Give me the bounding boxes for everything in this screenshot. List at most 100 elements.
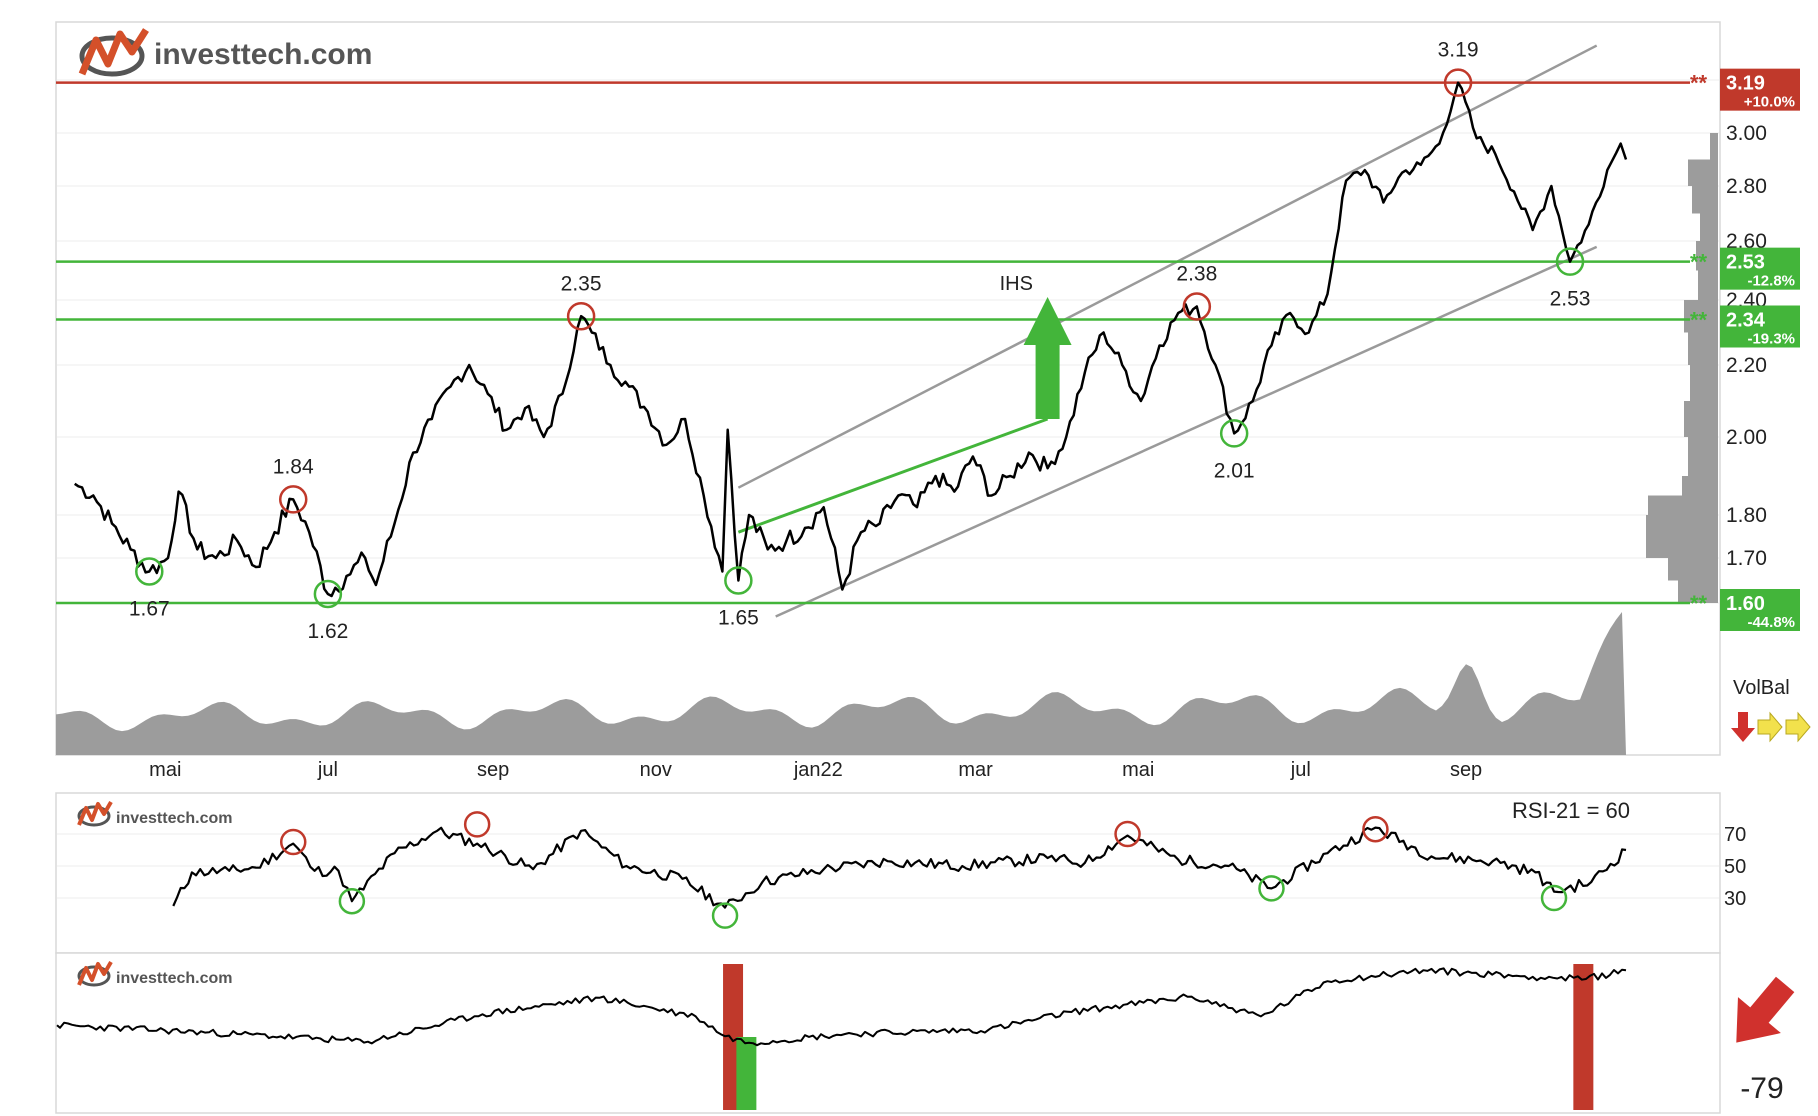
price-y-tick-label: 2.20 bbox=[1726, 354, 1767, 377]
volume-profile-bar bbox=[1684, 300, 1718, 333]
arrow-down-red-icon bbox=[1731, 712, 1755, 742]
volume-profile-bar bbox=[1710, 133, 1718, 160]
price-y-tick-label: 2.80 bbox=[1726, 175, 1767, 198]
volume-profile-bar bbox=[1688, 159, 1718, 186]
bottom-marker bbox=[1219, 419, 1249, 448]
level-percent-label: -12.8% bbox=[1747, 273, 1795, 290]
x-tick-label: jul bbox=[1290, 759, 1311, 781]
top-marker bbox=[566, 302, 596, 331]
bottom-marker bbox=[135, 557, 164, 586]
insider-buy-bar bbox=[736, 1037, 757, 1110]
support-label-box bbox=[1720, 305, 1800, 348]
insider-sell-bar bbox=[1573, 964, 1594, 1110]
logo-chart-icon bbox=[77, 800, 113, 826]
bottom-label: 1.67 bbox=[129, 598, 170, 621]
volume-area bbox=[56, 611, 1626, 755]
price-y-tick-label: 3.00 bbox=[1726, 122, 1767, 145]
volume-profile-bar bbox=[1688, 332, 1718, 365]
bottom-label: 2.01 bbox=[1214, 459, 1255, 482]
price-y-tick-label: 2.60 bbox=[1726, 230, 1767, 253]
logo-chart-icon bbox=[77, 960, 113, 986]
volume-profile-bar bbox=[1690, 365, 1718, 401]
x-tick-label: sep bbox=[1450, 759, 1482, 781]
logo-eye-icon bbox=[77, 965, 111, 987]
bottom-marker bbox=[313, 579, 343, 609]
x-tick-label: mai bbox=[149, 759, 181, 781]
top-label: 3.19 bbox=[1438, 39, 1479, 62]
volume-profile-bar bbox=[1700, 213, 1718, 241]
level-price-label: 3.19 bbox=[1726, 73, 1765, 95]
support-marker: ** bbox=[1690, 250, 1708, 275]
price-y-tick-label: 2.00 bbox=[1726, 426, 1767, 449]
level-price-label: 1.60 bbox=[1726, 593, 1765, 615]
rsi-bottom-marker bbox=[338, 887, 366, 915]
pattern-label: IHS bbox=[1000, 273, 1033, 295]
top-label: 2.35 bbox=[561, 272, 602, 295]
insider-panel-frame bbox=[55, 952, 1721, 1114]
level-price-label: 2.53 bbox=[1726, 252, 1765, 274]
rsi-top-marker bbox=[463, 811, 491, 838]
top-marker bbox=[1443, 68, 1473, 97]
trend-channel-upper bbox=[737, 44, 1598, 489]
volbal-arrows bbox=[1731, 711, 1811, 743]
ihs-neckline bbox=[737, 417, 1049, 534]
rsi-top-marker bbox=[1362, 815, 1389, 843]
volume-profile-bar bbox=[1698, 270, 1718, 300]
volume-profile-bar bbox=[1678, 558, 1718, 603]
rsi-title: RSI-21 = 60 bbox=[1512, 798, 1630, 823]
top-marker bbox=[278, 485, 308, 514]
volume-profile-bar bbox=[1696, 241, 1718, 271]
level-percent-label: -19.3% bbox=[1747, 331, 1795, 348]
rsi-panel: 70 50 30 bbox=[57, 811, 1746, 929]
x-tick-label: jul bbox=[317, 759, 338, 781]
top-label: 2.38 bbox=[1176, 263, 1217, 286]
trend-channel-lower bbox=[775, 245, 1598, 618]
rsi-bottom-marker bbox=[1258, 875, 1285, 902]
bottom-label: 2.53 bbox=[1550, 288, 1591, 311]
x-tick-label: nov bbox=[640, 759, 672, 781]
rsi-logo: investtech.com bbox=[77, 800, 232, 827]
volume-profile-bar bbox=[1692, 186, 1718, 214]
volume-profile-bar bbox=[1688, 437, 1718, 476]
logo-text: investtech.com bbox=[116, 970, 232, 987]
rsi-bottom-marker bbox=[711, 902, 739, 929]
bottom-marker bbox=[724, 566, 753, 595]
x-tick-label: sep bbox=[477, 759, 509, 781]
logo-eye-icon bbox=[77, 805, 111, 827]
logo-text: investtech.com bbox=[154, 38, 372, 71]
insider-logo: investtech.com bbox=[77, 960, 232, 987]
insider-score: -79 bbox=[1740, 1072, 1783, 1105]
price-panel: 3.002.802.602.402.202.001.801.70** 3.19+1… bbox=[56, 39, 1800, 781]
ihs-arrow-icon bbox=[1023, 297, 1072, 419]
logo-eye-icon bbox=[79, 35, 145, 77]
volume-profile-bar bbox=[1684, 401, 1718, 437]
support-marker: ** bbox=[1690, 591, 1708, 616]
resistance-label-box bbox=[1720, 68, 1800, 111]
insider-line bbox=[56, 967, 1627, 1047]
rsi-y-tick-label: 70 bbox=[1724, 824, 1746, 846]
rsi-bottom-marker bbox=[1540, 884, 1568, 912]
insider-signal-arrow-icon bbox=[1736, 976, 1795, 1043]
rsi-y-tick-label: 50 bbox=[1724, 856, 1746, 878]
logo-text: investtech.com bbox=[116, 810, 232, 827]
bottom-marker bbox=[1555, 247, 1585, 276]
top-label: 1.84 bbox=[273, 455, 314, 478]
level-price-label: 2.34 bbox=[1726, 310, 1766, 332]
arrow-right-yellow-icon bbox=[1785, 711, 1811, 743]
price-panel-frame bbox=[55, 21, 1721, 756]
arrow-right-yellow-icon bbox=[1757, 711, 1783, 743]
logo-chart-icon bbox=[78, 28, 149, 76]
support-label-box bbox=[1720, 247, 1800, 290]
volbal-label: VolBal bbox=[1733, 677, 1790, 699]
top-marker bbox=[1182, 292, 1212, 321]
support-label-box bbox=[1720, 589, 1800, 631]
rsi-panel-frame bbox=[55, 792, 1721, 954]
x-tick-label: mai bbox=[1122, 759, 1154, 781]
bottom-label: 1.62 bbox=[307, 620, 348, 643]
rsi-top-marker bbox=[1114, 820, 1141, 848]
level-percent-label: -44.8% bbox=[1747, 614, 1795, 631]
price-y-tick-label: 1.70 bbox=[1726, 547, 1767, 570]
insider-panel bbox=[56, 964, 1627, 1110]
rsi-top-marker bbox=[279, 828, 307, 856]
